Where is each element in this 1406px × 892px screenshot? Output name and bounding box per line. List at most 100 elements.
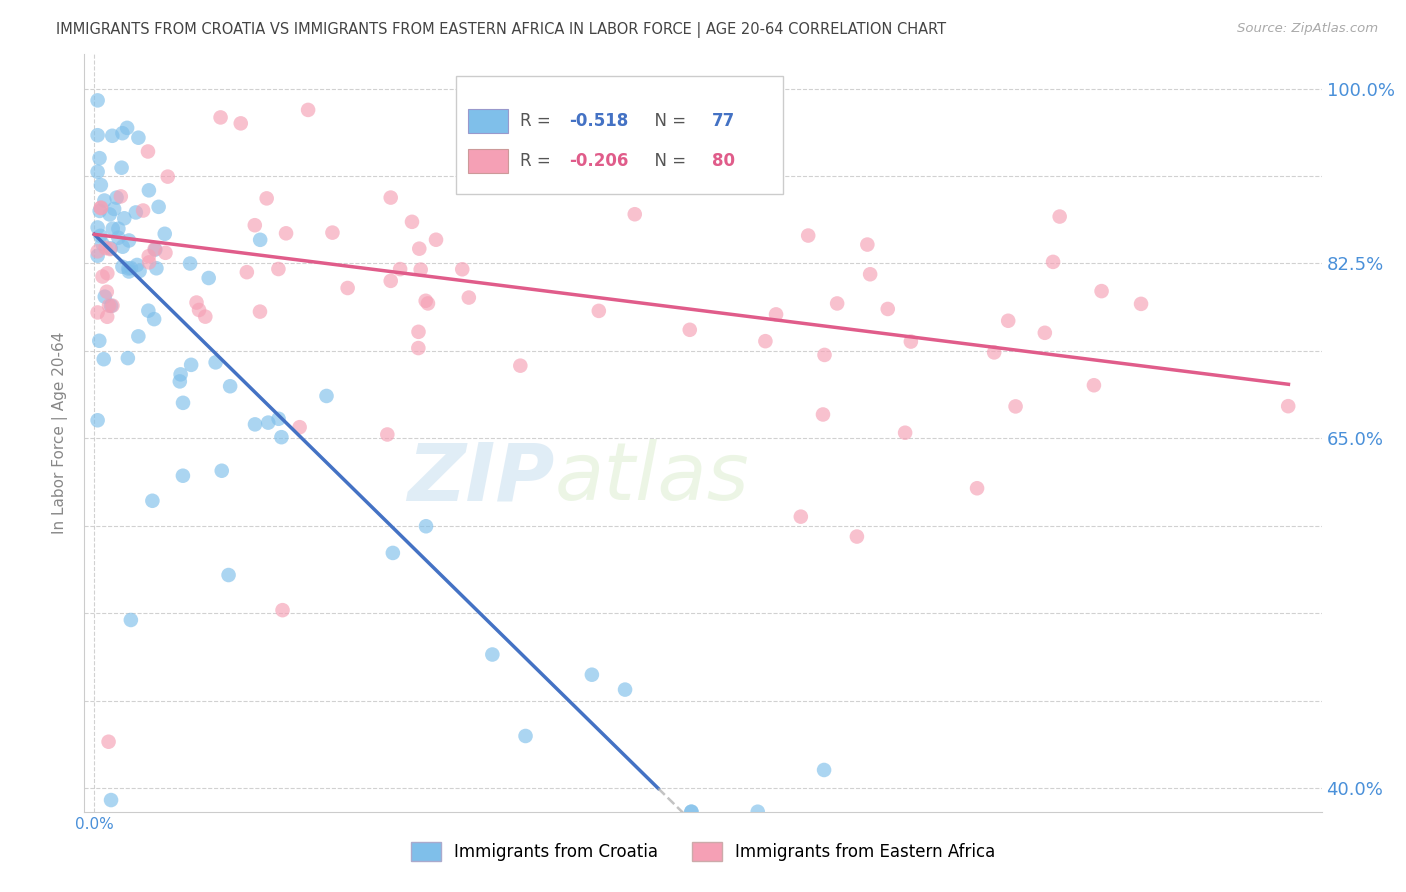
Point bbox=[105, 191, 128, 205]
Point bbox=[172, 468, 194, 483]
Point bbox=[91, 236, 114, 251]
Point bbox=[138, 183, 160, 197]
Point bbox=[153, 227, 176, 241]
Point bbox=[136, 145, 159, 159]
Point bbox=[408, 325, 430, 339]
Point bbox=[415, 519, 437, 533]
Point bbox=[1090, 284, 1112, 298]
Legend: Immigrants from Croatia, Immigrants from Eastern Africa: Immigrants from Croatia, Immigrants from… bbox=[404, 835, 1002, 868]
Point bbox=[813, 763, 835, 777]
Point bbox=[90, 178, 112, 192]
Text: -0.518: -0.518 bbox=[569, 112, 628, 130]
Point bbox=[270, 430, 292, 444]
Point bbox=[90, 201, 112, 215]
Point bbox=[112, 211, 135, 226]
Point bbox=[143, 312, 166, 326]
Point bbox=[128, 264, 150, 278]
Point bbox=[101, 299, 124, 313]
Point bbox=[101, 128, 124, 143]
Point bbox=[380, 274, 402, 288]
Point bbox=[125, 258, 148, 272]
Point bbox=[859, 267, 882, 281]
Point bbox=[115, 120, 138, 135]
Point bbox=[127, 130, 149, 145]
Point bbox=[1004, 400, 1026, 414]
FancyBboxPatch shape bbox=[468, 109, 508, 133]
Point bbox=[103, 202, 125, 216]
Text: N =: N = bbox=[644, 112, 690, 130]
Point bbox=[169, 368, 191, 382]
Point bbox=[169, 375, 191, 389]
Point bbox=[138, 303, 160, 318]
Point bbox=[138, 255, 160, 269]
Point bbox=[218, 568, 240, 582]
Point bbox=[86, 413, 108, 427]
Point bbox=[110, 189, 132, 203]
Point bbox=[209, 111, 232, 125]
Point bbox=[148, 200, 170, 214]
Point bbox=[143, 242, 166, 256]
Point bbox=[457, 291, 479, 305]
Point bbox=[482, 164, 505, 178]
Point bbox=[249, 304, 271, 318]
Point bbox=[118, 234, 141, 248]
Point bbox=[481, 648, 503, 662]
Point bbox=[100, 241, 122, 255]
Point bbox=[117, 261, 139, 276]
Point bbox=[118, 264, 141, 278]
Point bbox=[138, 249, 160, 263]
Point bbox=[110, 161, 132, 175]
Point bbox=[623, 207, 645, 221]
Point bbox=[408, 242, 430, 256]
Point bbox=[86, 244, 108, 259]
Point bbox=[811, 408, 834, 422]
Point bbox=[143, 243, 166, 257]
Point bbox=[89, 334, 111, 348]
Point bbox=[107, 221, 129, 235]
Point bbox=[90, 201, 112, 215]
Point bbox=[856, 237, 879, 252]
Point bbox=[98, 207, 121, 221]
Point bbox=[211, 464, 233, 478]
Point bbox=[765, 307, 787, 321]
Point bbox=[1042, 255, 1064, 269]
Point bbox=[509, 359, 531, 373]
FancyBboxPatch shape bbox=[456, 77, 783, 194]
Point bbox=[111, 126, 134, 140]
Text: Source: ZipAtlas.com: Source: ZipAtlas.com bbox=[1237, 22, 1378, 36]
Point bbox=[375, 427, 398, 442]
Point bbox=[188, 302, 211, 317]
Point bbox=[681, 805, 703, 819]
Point bbox=[194, 310, 217, 324]
Point bbox=[132, 203, 155, 218]
Point bbox=[86, 165, 108, 179]
Point bbox=[101, 221, 124, 235]
Point bbox=[96, 285, 118, 299]
Point bbox=[825, 296, 848, 310]
Point bbox=[86, 220, 108, 235]
Point bbox=[256, 191, 278, 205]
Point bbox=[96, 266, 118, 280]
Point bbox=[249, 233, 271, 247]
Point bbox=[381, 546, 404, 560]
Point bbox=[236, 265, 259, 279]
Point bbox=[145, 261, 167, 276]
Point bbox=[747, 805, 769, 819]
Point bbox=[89, 151, 111, 165]
Point bbox=[93, 352, 115, 367]
Point bbox=[271, 603, 294, 617]
Point bbox=[588, 304, 610, 318]
Point bbox=[229, 116, 252, 130]
Text: atlas: atlas bbox=[554, 439, 749, 517]
Y-axis label: In Labor Force | Age 20-64: In Labor Force | Age 20-64 bbox=[52, 332, 69, 533]
Point bbox=[219, 379, 242, 393]
Point bbox=[172, 396, 194, 410]
Point bbox=[141, 493, 163, 508]
Point bbox=[186, 295, 208, 310]
Point bbox=[204, 355, 226, 369]
Point bbox=[1083, 378, 1105, 392]
Point bbox=[876, 301, 898, 316]
Point bbox=[425, 233, 447, 247]
Point bbox=[111, 260, 134, 274]
Point bbox=[336, 281, 359, 295]
